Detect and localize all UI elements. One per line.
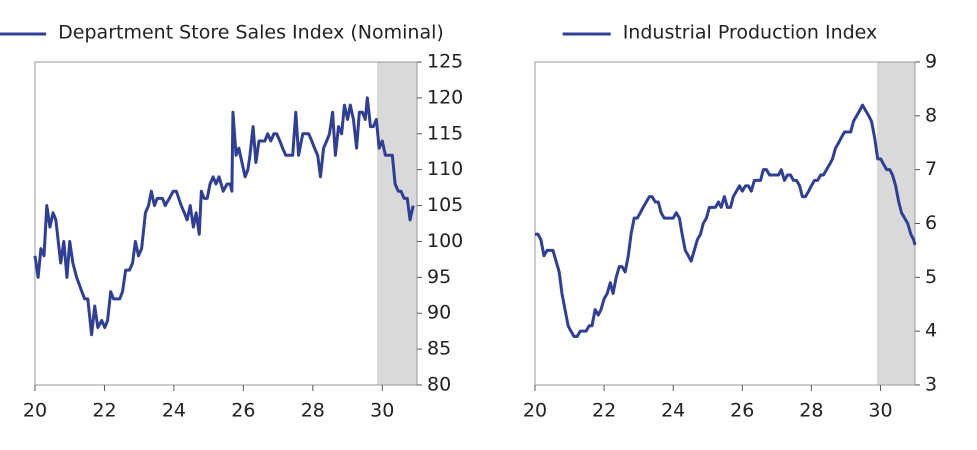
y-tick-label: 90 xyxy=(427,302,451,324)
y-tick-label: 120 xyxy=(427,86,463,108)
x-tick-label: 22 xyxy=(592,400,616,422)
y-tick-label: 105 xyxy=(427,194,463,216)
y-tick-label: 100 xyxy=(427,230,463,252)
y-tick-label: 9 xyxy=(925,51,937,73)
x-tick-label: 28 xyxy=(301,400,325,422)
x-tick-label: 26 xyxy=(730,400,754,422)
y-tick-label: 85 xyxy=(427,338,451,360)
x-tick-label: 28 xyxy=(799,400,823,422)
y-tick-label: 8 xyxy=(925,104,937,126)
x-tick-label: 20 xyxy=(523,400,547,422)
data-line xyxy=(535,103,917,339)
y-tick-label: 110 xyxy=(427,158,463,180)
x-tick-label: 20 xyxy=(23,400,47,422)
x-tick-label: 22 xyxy=(92,400,116,422)
y-tick-label: 5 xyxy=(925,266,937,288)
y-tick-label: 4 xyxy=(925,320,937,342)
y-tick-label: 6 xyxy=(925,212,937,234)
x-tick-label: 26 xyxy=(231,400,255,422)
x-tick-label: 24 xyxy=(162,400,186,422)
plot-frame xyxy=(34,61,418,386)
y-tick-label: 7 xyxy=(925,158,937,180)
y-tick-label: 95 xyxy=(427,266,451,288)
x-tick-label: 30 xyxy=(868,400,892,422)
y-tick-label: 115 xyxy=(427,122,463,144)
y-tick-label: 125 xyxy=(427,51,463,73)
data-line xyxy=(33,96,415,337)
legend-label: Department Store Sales Index (Nominal) xyxy=(58,22,444,44)
shaded-region xyxy=(377,62,417,385)
y-tick-label: 3 xyxy=(925,374,937,396)
x-tick-label: 30 xyxy=(370,400,394,422)
x-tick-label: 24 xyxy=(661,400,685,422)
legend-label: Industrial Production Index xyxy=(623,22,878,44)
y-tick-label: 80 xyxy=(427,374,451,396)
